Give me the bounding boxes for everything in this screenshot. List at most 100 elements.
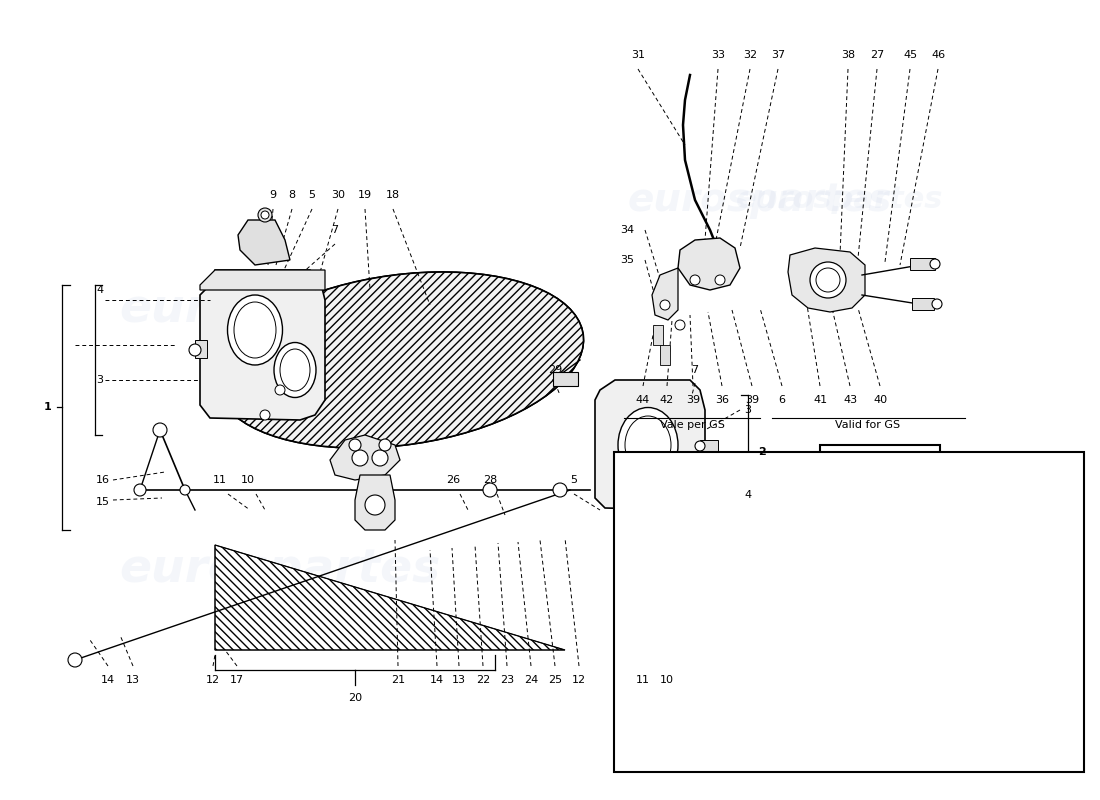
Ellipse shape bbox=[228, 295, 283, 365]
Text: 8: 8 bbox=[288, 190, 296, 200]
Polygon shape bbox=[330, 435, 400, 480]
Text: 30: 30 bbox=[331, 190, 345, 200]
Text: 23: 23 bbox=[499, 675, 514, 685]
Text: 37: 37 bbox=[771, 50, 785, 60]
Text: 19: 19 bbox=[358, 190, 372, 200]
Text: 15: 15 bbox=[96, 497, 110, 507]
Text: 11: 11 bbox=[636, 675, 650, 685]
Text: 7: 7 bbox=[692, 365, 698, 375]
Text: eurospartes: eurospartes bbox=[637, 553, 883, 587]
Text: 10: 10 bbox=[241, 475, 255, 485]
Polygon shape bbox=[217, 272, 584, 448]
Polygon shape bbox=[595, 380, 705, 510]
Circle shape bbox=[553, 483, 566, 497]
Text: 7: 7 bbox=[331, 225, 339, 235]
Circle shape bbox=[189, 344, 201, 356]
Text: 13: 13 bbox=[452, 675, 466, 685]
Text: 3: 3 bbox=[97, 375, 103, 385]
Text: 3: 3 bbox=[745, 405, 751, 415]
Text: 10: 10 bbox=[660, 675, 674, 685]
Bar bbox=[660, 345, 670, 365]
Text: 12: 12 bbox=[572, 675, 586, 685]
Circle shape bbox=[134, 484, 146, 496]
Polygon shape bbox=[214, 545, 565, 650]
Text: 12: 12 bbox=[206, 675, 220, 685]
Bar bbox=[700, 440, 718, 452]
Polygon shape bbox=[238, 220, 290, 265]
Circle shape bbox=[695, 441, 705, 451]
Polygon shape bbox=[652, 268, 678, 320]
Text: 27: 27 bbox=[870, 50, 884, 60]
Text: 16: 16 bbox=[96, 475, 110, 485]
Circle shape bbox=[260, 410, 270, 420]
Text: 26: 26 bbox=[446, 475, 460, 485]
Text: 5: 5 bbox=[308, 190, 316, 200]
Bar bbox=[653, 325, 663, 345]
Circle shape bbox=[153, 423, 167, 437]
Circle shape bbox=[483, 483, 497, 497]
Text: 25: 25 bbox=[548, 675, 562, 685]
Text: 14: 14 bbox=[101, 675, 116, 685]
Text: 20: 20 bbox=[348, 693, 362, 703]
Text: 31: 31 bbox=[631, 50, 645, 60]
Text: 11: 11 bbox=[213, 475, 227, 485]
Circle shape bbox=[180, 485, 190, 495]
Text: 32: 32 bbox=[742, 50, 757, 60]
Text: 17: 17 bbox=[230, 675, 244, 685]
Text: 36: 36 bbox=[715, 395, 729, 405]
Bar bbox=[195, 340, 207, 358]
Circle shape bbox=[810, 262, 846, 298]
Circle shape bbox=[349, 439, 361, 451]
Text: 28: 28 bbox=[483, 475, 497, 485]
Bar bbox=[912, 298, 934, 310]
Text: 44: 44 bbox=[636, 395, 650, 405]
Polygon shape bbox=[678, 238, 740, 290]
Bar bbox=[553, 372, 578, 386]
Text: eurospartes: eurospartes bbox=[736, 186, 944, 214]
Text: 18: 18 bbox=[386, 190, 400, 200]
Bar bbox=[910, 258, 935, 270]
Text: 45: 45 bbox=[903, 50, 917, 60]
Text: 4: 4 bbox=[745, 490, 751, 500]
Text: 46: 46 bbox=[931, 50, 945, 60]
Circle shape bbox=[932, 299, 942, 309]
Ellipse shape bbox=[280, 349, 310, 391]
Text: 34: 34 bbox=[620, 225, 634, 235]
Circle shape bbox=[365, 495, 385, 515]
Text: eurospartes: eurospartes bbox=[120, 547, 441, 593]
Polygon shape bbox=[800, 445, 960, 615]
Circle shape bbox=[715, 275, 725, 285]
Text: 39: 39 bbox=[686, 395, 700, 405]
Circle shape bbox=[675, 320, 685, 330]
Circle shape bbox=[352, 450, 368, 466]
Text: Valid for GS: Valid for GS bbox=[835, 420, 901, 430]
Ellipse shape bbox=[618, 407, 678, 482]
Text: 13: 13 bbox=[126, 675, 140, 685]
Text: 35: 35 bbox=[620, 255, 634, 265]
Text: eurospartes: eurospartes bbox=[120, 287, 441, 333]
Ellipse shape bbox=[274, 342, 316, 398]
Text: Vale per GS: Vale per GS bbox=[660, 420, 725, 430]
Text: 5: 5 bbox=[571, 475, 578, 485]
Circle shape bbox=[816, 268, 840, 292]
Text: 4: 4 bbox=[97, 285, 103, 295]
Circle shape bbox=[68, 653, 82, 667]
Text: 22: 22 bbox=[476, 675, 491, 685]
Text: 43: 43 bbox=[843, 395, 857, 405]
Polygon shape bbox=[788, 248, 865, 312]
Ellipse shape bbox=[234, 302, 276, 358]
Polygon shape bbox=[200, 270, 324, 420]
Text: 29: 29 bbox=[548, 365, 562, 375]
Circle shape bbox=[372, 450, 388, 466]
Polygon shape bbox=[217, 272, 584, 448]
Ellipse shape bbox=[625, 416, 671, 474]
Circle shape bbox=[690, 275, 700, 285]
Text: 42: 42 bbox=[660, 395, 674, 405]
Text: 39: 39 bbox=[745, 395, 759, 405]
Text: 33: 33 bbox=[711, 50, 725, 60]
Polygon shape bbox=[355, 475, 395, 530]
Text: 41: 41 bbox=[813, 395, 827, 405]
Circle shape bbox=[930, 259, 940, 269]
Circle shape bbox=[258, 208, 272, 222]
Polygon shape bbox=[200, 270, 324, 290]
